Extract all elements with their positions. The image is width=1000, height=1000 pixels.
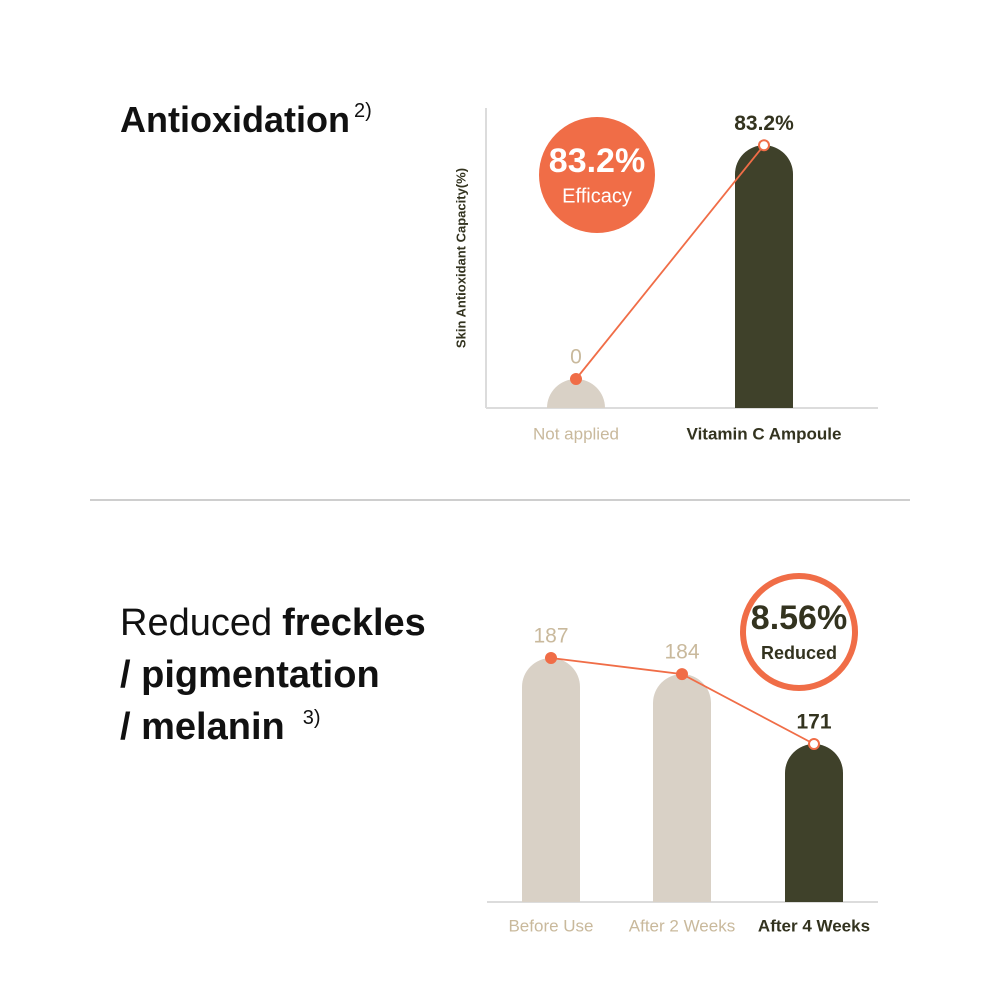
section-title: Reduced freckles [120, 602, 426, 644]
data-point [808, 738, 820, 750]
title-footnote: 3) [303, 707, 321, 729]
data-point [758, 139, 770, 152]
x-tick-label: Not applied [533, 424, 619, 443]
value-label: 171 [796, 711, 831, 734]
section-title: / melanin 3) [120, 706, 321, 748]
title-segment: freckles [282, 602, 426, 644]
value-label: 184 [664, 641, 699, 664]
section-title: Antioxidation 2) [120, 99, 372, 140]
bar [547, 379, 605, 408]
title-segment: / melanin [120, 706, 285, 748]
badge-text: Efficacy [562, 185, 632, 207]
badge-value: 83.2% [549, 142, 645, 180]
title-segment: Antioxidation [120, 99, 350, 140]
value-label: 187 [533, 625, 568, 648]
x-tick-label: Vitamin C Ampoule [687, 424, 842, 443]
badge-text: Reduced [761, 643, 837, 663]
x-tick-label: Before Use [508, 916, 593, 935]
title-segment: Reduced [120, 602, 272, 644]
bar [653, 674, 711, 902]
trend-line [575, 144, 765, 380]
title-segment: / pigmentation [120, 654, 380, 696]
data-point [570, 373, 582, 385]
value-label: 0 [570, 346, 582, 369]
bar [735, 145, 793, 408]
data-point [676, 668, 688, 681]
y-axis-label: Skin Antioxidant Capacity(%) [453, 168, 468, 348]
badge-circle [740, 573, 858, 691]
badge-value: 8.56% [751, 599, 847, 637]
bar [522, 658, 580, 902]
bar [785, 744, 843, 902]
x-tick-label: After 4 Weeks [758, 916, 870, 935]
value-label: 83.2% [734, 112, 794, 135]
data-point [545, 652, 557, 664]
badge-circle [539, 117, 655, 233]
section-title: / pigmentation [120, 654, 380, 696]
title-footnote: 2) [354, 100, 372, 122]
x-tick-label: After 2 Weeks [629, 916, 735, 935]
